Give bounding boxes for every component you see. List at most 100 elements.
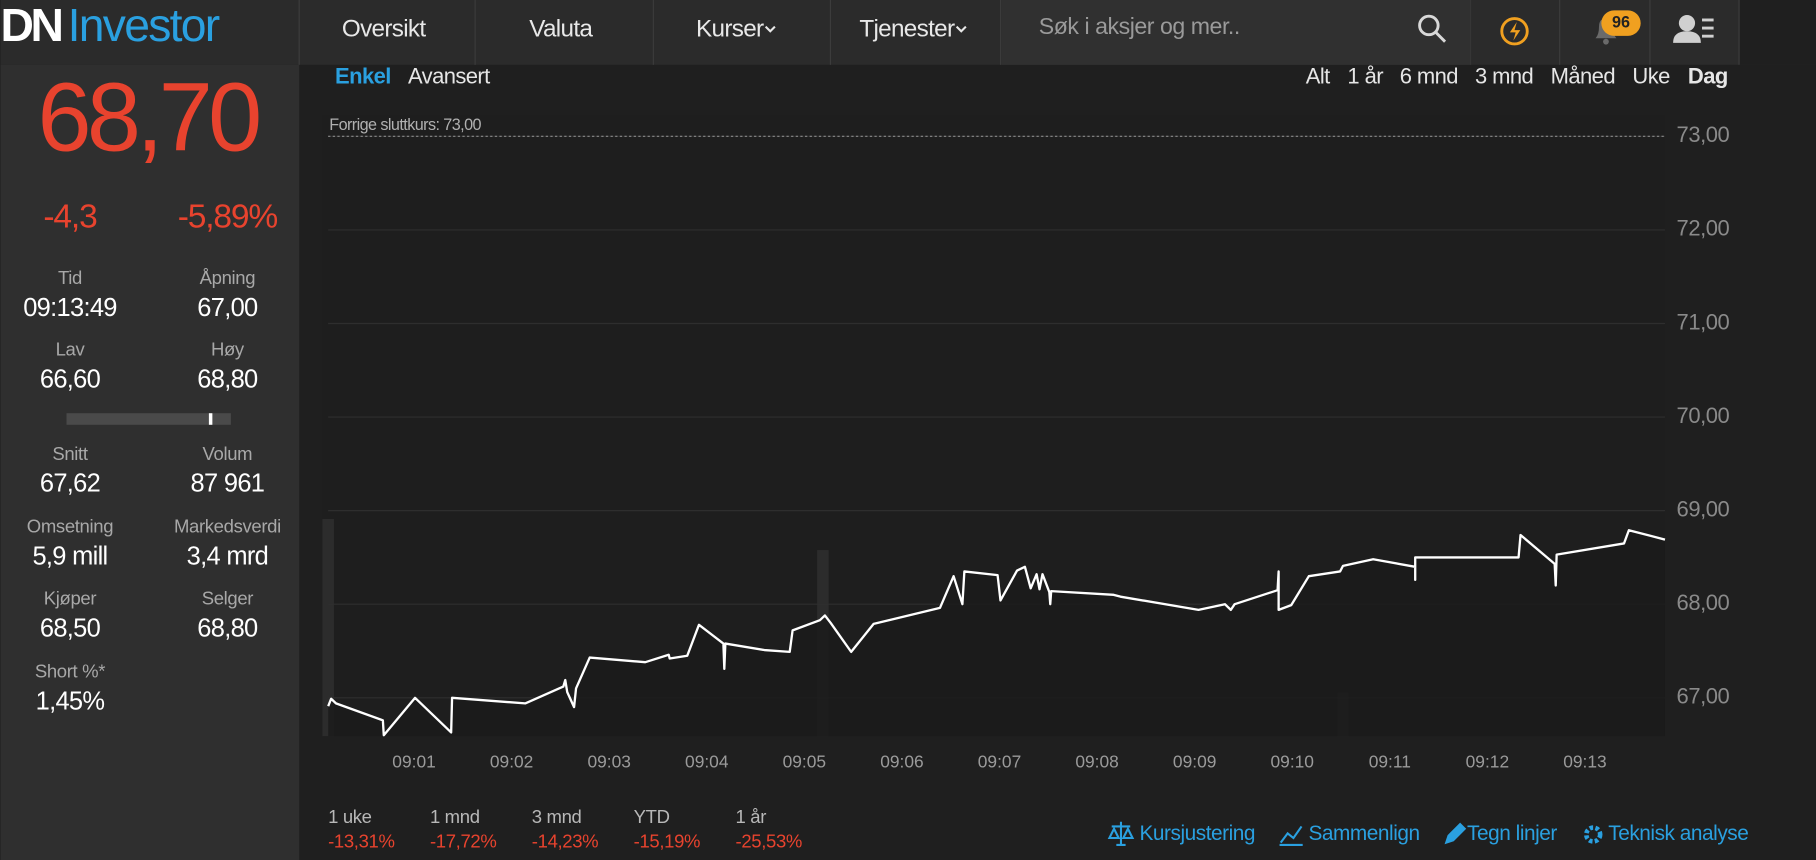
dropdown-chevron (764, 25, 776, 33)
x-tick-label: 09:01 (392, 751, 435, 771)
price-change-pct: -5,89% (178, 199, 278, 236)
tool-link[interactable]: Sammenlign (1308, 822, 1420, 845)
day-range-marker (208, 413, 213, 425)
search-box[interactable] (1001, 0, 1471, 65)
stat-value: 1,45% (36, 687, 105, 715)
nav-item[interactable]: Valuta (529, 16, 594, 43)
stat-value: 68,80 (197, 366, 258, 394)
period-button[interactable]: 3 mnd (1475, 63, 1534, 88)
stats: Tid 09:13:49 Åpning 67,00 Lav 66,60 Høy 68,80 Sn… (23, 267, 281, 715)
tool-link[interactable]: Tegn linjer (1467, 822, 1558, 845)
return-value: -13,31% (328, 831, 394, 852)
return-value: -25,53% (736, 831, 802, 852)
logo-investor[interactable]: Investor (68, 0, 222, 51)
day-range-bar (66, 413, 231, 425)
stat-label: Snitt (52, 443, 87, 464)
live-icon[interactable] (1500, 17, 1529, 46)
tool-icon[interactable] (1107, 821, 1135, 846)
tool-icon[interactable] (1279, 825, 1303, 846)
x-tick-label: 09:05 (783, 751, 826, 771)
x-tick-label: 09:13 (1563, 751, 1606, 771)
stat-value: 67,62 (40, 470, 100, 498)
search-icon[interactable] (1418, 14, 1447, 43)
nav-item[interactable]: Tjenester (859, 16, 955, 43)
area (328, 530, 1665, 737)
x-tick-label: 09:02 (490, 751, 533, 771)
stat-value: 3,4 mrd (187, 543, 268, 571)
x-tick-label: 09:12 (1466, 751, 1509, 771)
return-value: -14,23% (532, 831, 598, 852)
x-tick-label: 09:03 (587, 751, 630, 771)
x-tick-label: 09:06 (880, 751, 923, 771)
period-button[interactable]: 1 år (1347, 63, 1383, 88)
stat-label: Markedsverdi (174, 516, 281, 537)
return-value: -15,19% (634, 831, 700, 852)
stat-value: 09:13:49 (23, 294, 117, 322)
y-tick-label: 71,00 (1677, 309, 1730, 334)
nav-item[interactable]: Kurser (696, 16, 765, 43)
x-tick-label: 09:11 (1369, 751, 1411, 771)
tool-link[interactable]: Teknisk analyse (1608, 822, 1749, 845)
notification-count: 96 (1612, 13, 1630, 31)
y-tick-label: 69,00 (1677, 496, 1730, 521)
stat-label: Tid (58, 267, 82, 288)
period-button[interactable]: 6 mnd (1400, 63, 1459, 88)
top-bar-end (1739, 0, 1816, 65)
stat-value: 68,80 (197, 614, 258, 642)
stat-value: 68,50 (40, 614, 101, 642)
y-tick-label: 68,00 (1677, 590, 1730, 615)
user-icon[interactable] (1673, 15, 1714, 43)
footer: 1 uke -13,31% 1 mnd -17,72% 3 mnd -14,23% YTD -… (328, 806, 1749, 852)
return-label: 1 år (736, 806, 767, 827)
x-tick-label: 09:10 (1271, 751, 1314, 771)
return-label: 1 uke (328, 806, 372, 827)
stat-value: 66,60 (40, 366, 101, 394)
price-line (327, 529, 1666, 737)
x-tick-label: 09:04 (685, 751, 729, 771)
y-tick-label: 72,00 (1677, 216, 1730, 241)
x-tick-label: 09:07 (978, 751, 1021, 771)
x-tick-label: 09:08 (1075, 751, 1118, 771)
return-label: 3 mnd (532, 806, 582, 827)
period-button[interactable]: Måned (1551, 63, 1616, 88)
price-change: -4,3 (43, 199, 97, 236)
tool-icon[interactable] (1583, 825, 1603, 844)
return-value: -17,72% (430, 831, 496, 852)
stat-value: 67,00 (197, 294, 258, 322)
stat-label: Kjøper (44, 587, 97, 608)
y-tick-label: 73,00 (1677, 122, 1730, 147)
stat-label: Åpning (200, 267, 256, 288)
nav-item[interactable]: Oversikt (342, 16, 427, 43)
stat-value: 5,9 mill (32, 543, 107, 571)
dropdown-chevron (955, 25, 967, 33)
period-button[interactable]: Alt (1306, 63, 1331, 88)
stat-label: Volum (203, 443, 253, 464)
stat-label: Selger (202, 587, 254, 608)
mode-tab-active[interactable]: Enkel (335, 63, 391, 88)
return-label: YTD (634, 806, 670, 827)
y-tick-label: 67,00 (1677, 684, 1730, 709)
return-label: 1 mnd (430, 806, 480, 827)
sidebar (0, 64, 300, 860)
mode-tab[interactable]: Avansert (408, 63, 491, 88)
chart: Alt 1 år 6 mnd 3 mnd Måned Uke Dag 67,00 68,00 69… (322, 63, 1730, 771)
logo-dn[interactable]: DN (1, 0, 65, 51)
prev-close-label: Forrige sluttkurs: 73,00 (329, 116, 481, 134)
tool-icon[interactable] (1444, 822, 1467, 845)
stat-label: Høy (211, 339, 245, 360)
period-button[interactable]: Uke (1632, 63, 1670, 88)
stat-label: Short %* (35, 660, 105, 681)
volume-bar (322, 519, 334, 737)
x-tick-label: 09:09 (1173, 751, 1216, 771)
stat-value: 87 961 (191, 470, 265, 498)
search-placeholder[interactable]: Søk i aksjer og mer.. (1039, 13, 1241, 39)
period-button-active[interactable]: Dag (1688, 63, 1728, 88)
y-tick-label: 70,00 (1677, 403, 1730, 428)
tool-link[interactable]: Kursjustering (1139, 822, 1255, 845)
stat-label: Lav (56, 339, 86, 360)
notification-badge[interactable] (1601, 10, 1641, 36)
stat-label: Omsetning (27, 516, 113, 537)
